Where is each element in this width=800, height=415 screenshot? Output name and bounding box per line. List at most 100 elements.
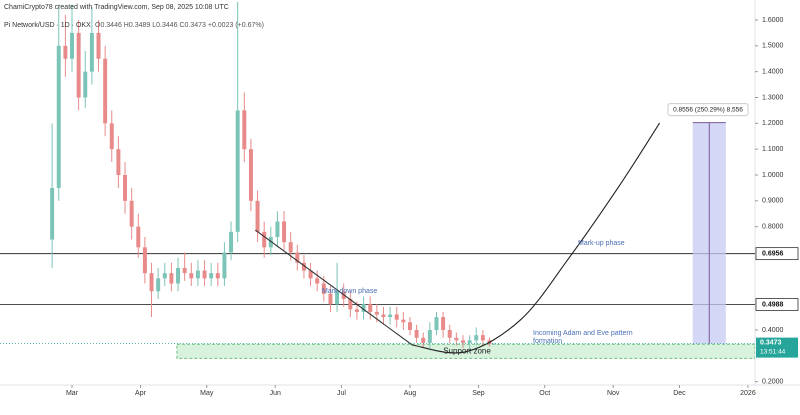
candle-body [441, 317, 446, 330]
candle-body [142, 247, 147, 274]
candle-body [195, 270, 200, 279]
candle-body [361, 304, 366, 312]
candle-body [209, 273, 214, 279]
measure-label-bg [667, 103, 749, 117]
plot-area [0, 1, 755, 359]
x-tick-label: Dec [673, 390, 686, 397]
symbol-title: Pi Network/USD · 1D · OKX [4, 22, 91, 29]
candle-body [295, 252, 300, 263]
trendline [255, 229, 413, 346]
candle-body [50, 187, 55, 240]
candle-body [447, 330, 452, 338]
candle-body [454, 337, 459, 341]
support-zone-label: Support zone [443, 346, 491, 355]
trendline-label: Mark down phase [322, 288, 377, 295]
candle-body [129, 200, 134, 227]
x-tick-label: May [200, 390, 214, 397]
candle-body [321, 283, 326, 294]
candle-body [328, 293, 333, 305]
candle-body [162, 273, 167, 279]
candle-body [202, 270, 207, 279]
candle-body [255, 200, 260, 232]
candle-body [215, 273, 220, 279]
candle-body [288, 242, 293, 253]
x-tick-label: Oct [539, 390, 550, 397]
candle-body [136, 226, 141, 248]
candle-body [381, 314, 386, 318]
candle-body [301, 262, 306, 271]
candle-body [123, 174, 128, 201]
candle-body [109, 123, 114, 150]
candle-body [189, 273, 194, 279]
candle-body [434, 317, 439, 330]
candle-body [242, 110, 247, 150]
last-price-label: 0.3473 [760, 339, 782, 346]
candle-body [176, 267, 181, 284]
curve-label: Mark-up phase [578, 240, 625, 247]
candle-body [229, 231, 234, 253]
y-tick-label: 1.1000 [762, 146, 784, 153]
x-tick-label: Mar [66, 390, 79, 397]
x-tick-label: Jun [270, 390, 281, 397]
candle-body [63, 45, 68, 59]
level-tag [755, 247, 799, 261]
candle-body [491, 343, 496, 345]
y-tick-label: 1.6000 [762, 17, 784, 24]
countdown-label: 13:51:44 [760, 348, 786, 355]
candle-body [70, 32, 74, 59]
candle-body [460, 340, 465, 343]
level-label: 0.4988 [762, 301, 784, 308]
candle-body [354, 309, 359, 312]
y-tick-label: 1.2000 [762, 120, 784, 127]
candle-body [149, 273, 154, 292]
candle-body [222, 252, 227, 279]
candle-body [335, 291, 340, 305]
y-tick-label: 0.8000 [762, 224, 784, 231]
level-label: 0.6956 [762, 250, 784, 257]
x-tick-label: 2026 [740, 390, 756, 397]
y-tick-label: 0.9000 [762, 198, 784, 205]
y-tick-label: 1.4000 [762, 69, 784, 76]
candle-body [275, 221, 280, 237]
y-tick-label: 0.2000 [762, 379, 784, 386]
candle-body [83, 71, 88, 98]
y-tick-label: 1.0000 [762, 172, 784, 179]
candle-body [262, 231, 267, 248]
last-price-tag [756, 337, 798, 358]
candle-body [407, 322, 412, 330]
candle-body [103, 58, 108, 124]
candle-body [427, 330, 432, 343]
ohlc-text: O0.3446 H0.3489 L0.3446 C0.3473 +0.0023 … [95, 22, 264, 29]
x-tick-label: Aug [404, 390, 417, 397]
level-tag [755, 298, 799, 311]
pattern-label: formation [533, 338, 562, 345]
x-tick-label: Sep [472, 390, 485, 397]
candle-body [368, 304, 373, 312]
x-tick-label: Apr [135, 390, 147, 397]
candle-body [315, 278, 320, 284]
candle-body [308, 270, 313, 279]
candle-body [116, 149, 121, 175]
y-tick-label: 0.4000 [762, 327, 784, 334]
candle-body [156, 278, 161, 292]
candle-body [348, 298, 353, 310]
candle-body [248, 149, 253, 201]
x-tick-label: Jul [337, 390, 346, 397]
x-tick-label: Nov [607, 390, 620, 397]
projection-curve [412, 122, 661, 354]
candle-body [235, 110, 240, 232]
measure-label: 0.8556 (250.29%) 8,556 [673, 106, 743, 113]
candle-body [169, 273, 174, 284]
candle-body [268, 236, 273, 248]
candle-body [474, 335, 479, 341]
candle-body [480, 335, 485, 341]
pattern-label: Incoming Adam and Eve pattern [533, 330, 633, 337]
candle-body [401, 319, 406, 323]
candle-body [374, 311, 379, 315]
candle-body [182, 267, 187, 274]
y-tick-label: 1.5000 [762, 43, 784, 50]
attribution: ChamiCrypto78 created with TradingView.c… [4, 4, 229, 11]
candle-body [89, 32, 94, 72]
candle-body [394, 314, 399, 320]
